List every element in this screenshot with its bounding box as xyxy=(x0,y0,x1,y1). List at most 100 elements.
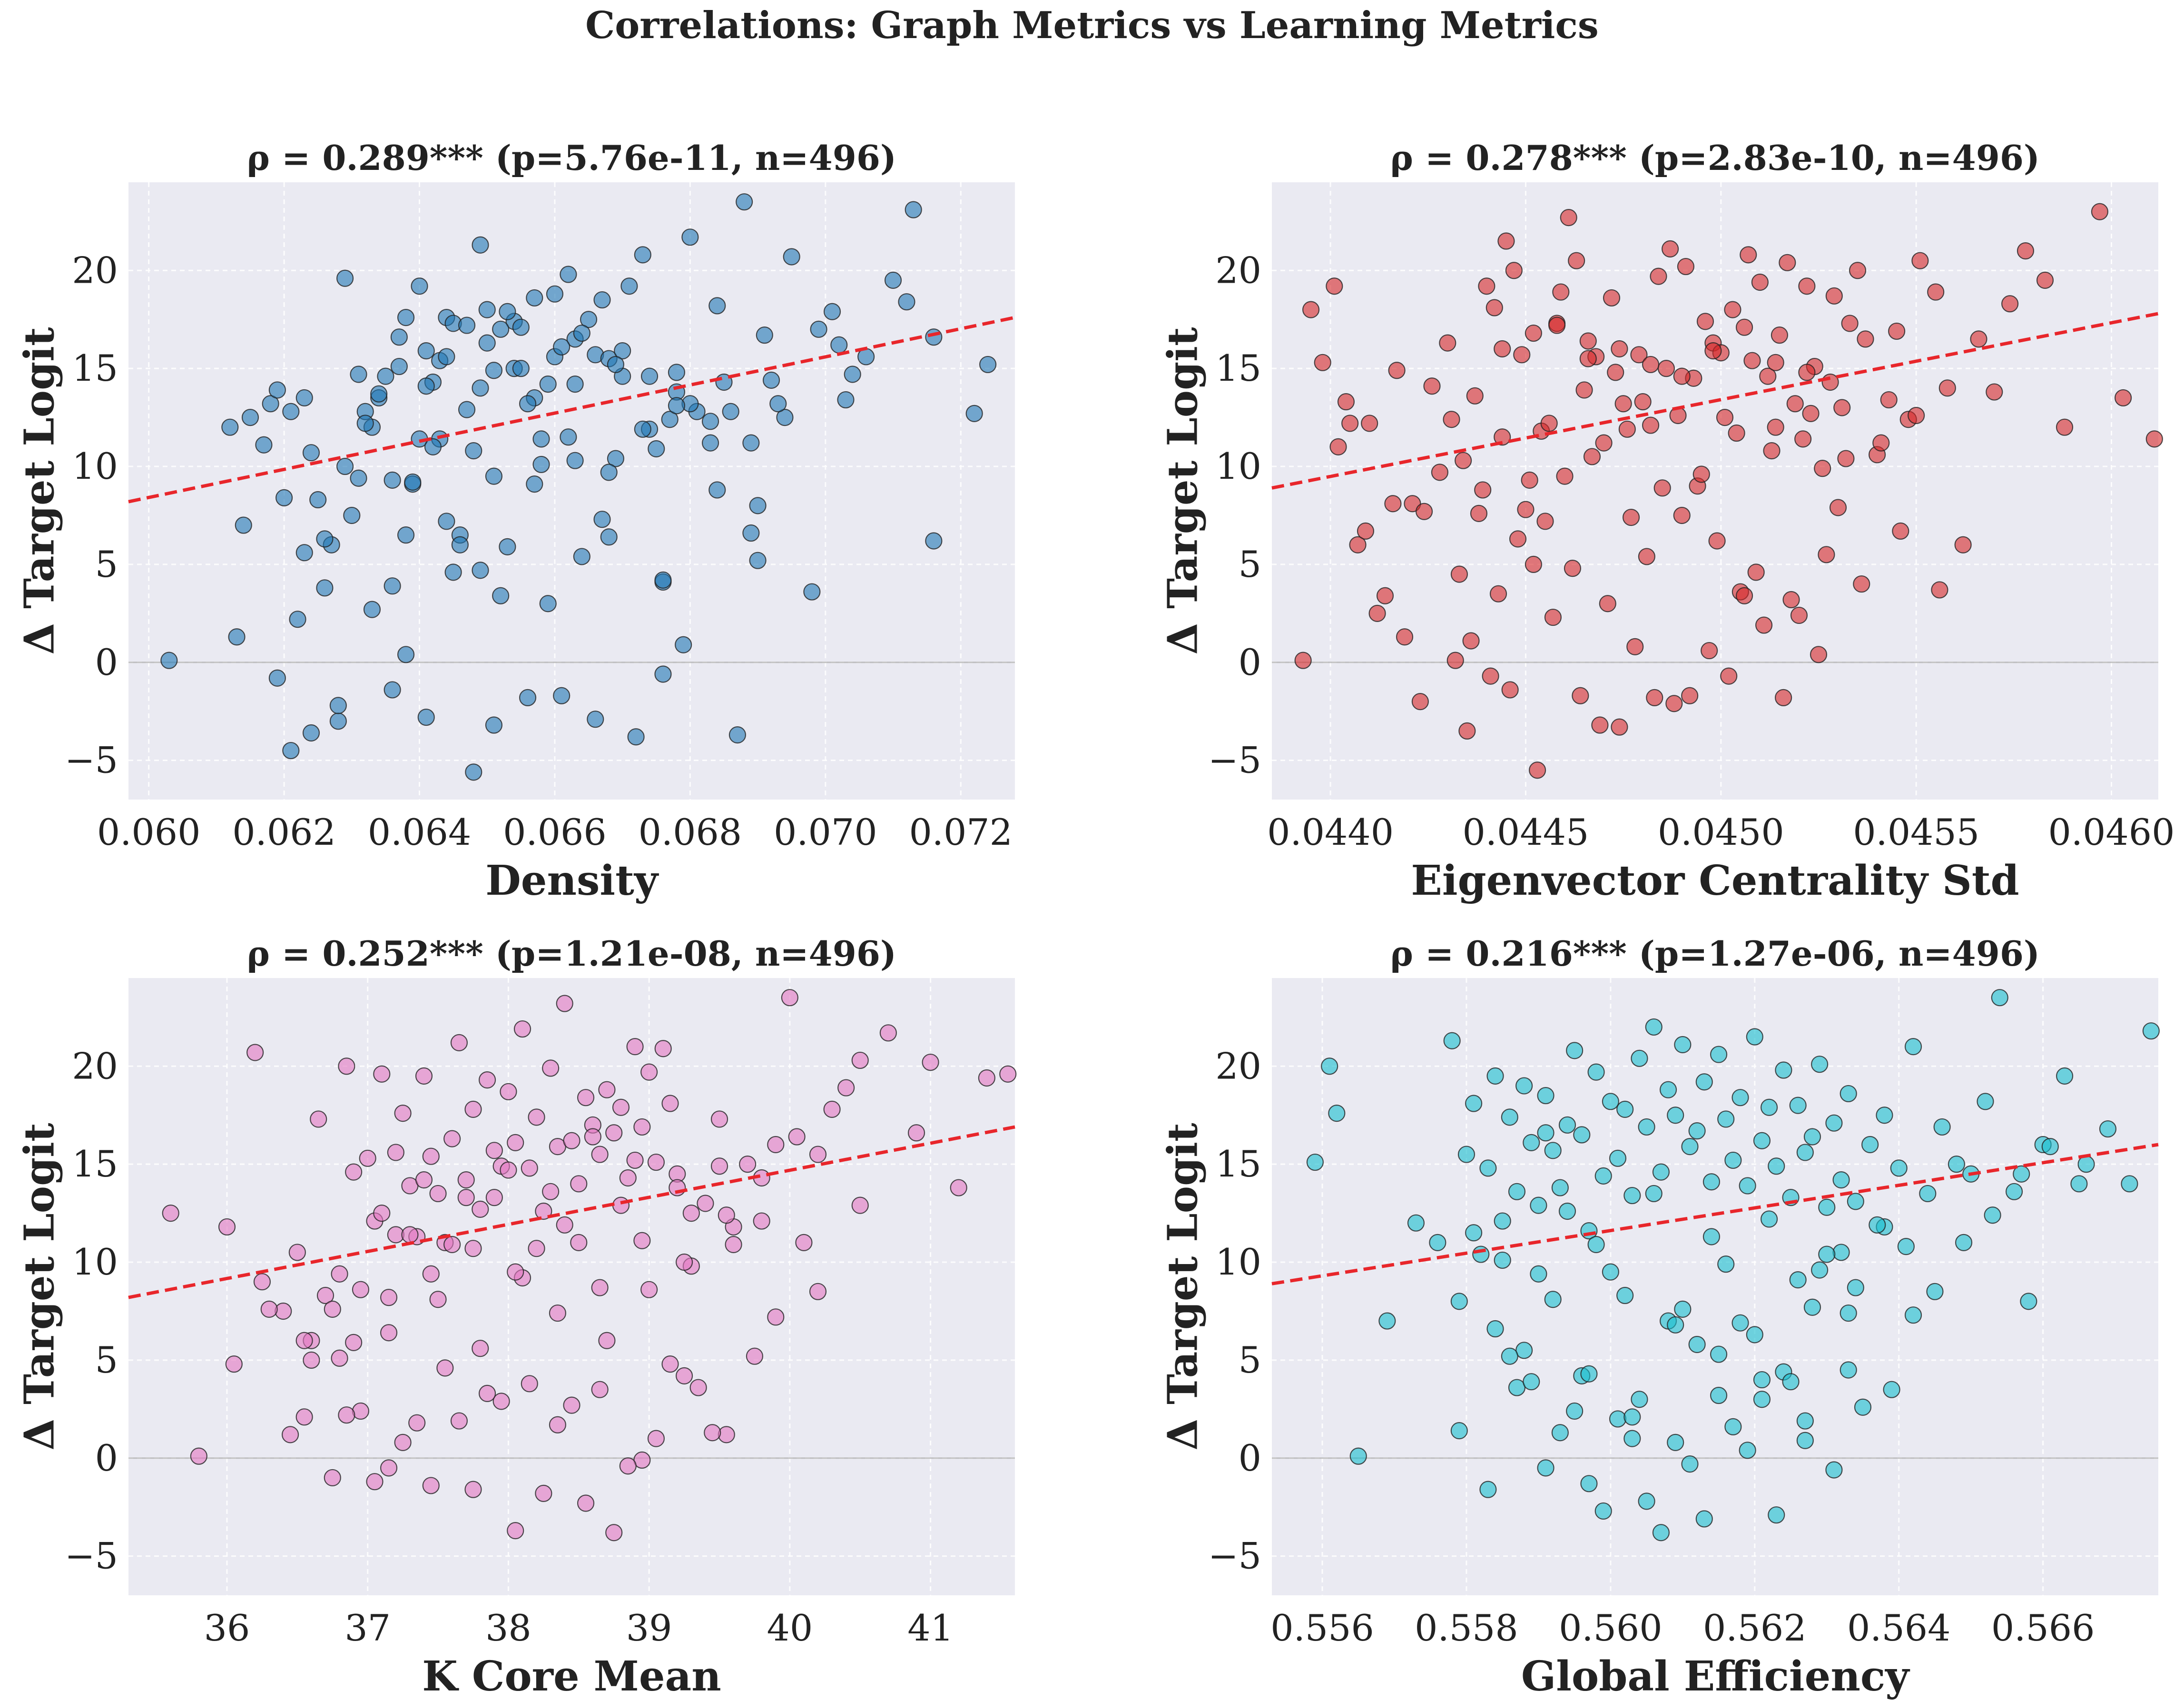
y-tick-label: −5 xyxy=(1208,1535,1261,1577)
data-point xyxy=(478,1384,496,1403)
data-point xyxy=(1494,340,1511,358)
data-point xyxy=(810,320,827,338)
data-point xyxy=(837,1079,855,1097)
data-point xyxy=(352,1281,370,1298)
data-point xyxy=(1478,277,1495,295)
data-point xyxy=(1474,481,1492,499)
data-point xyxy=(363,601,381,618)
data-point xyxy=(310,1110,327,1128)
data-point xyxy=(338,1058,355,1075)
data-point xyxy=(225,1355,243,1373)
data-point xyxy=(160,652,178,669)
data-point xyxy=(485,1142,503,1159)
data-point xyxy=(1509,530,1527,548)
data-point xyxy=(783,248,800,266)
x-tick-label: 0.070 xyxy=(774,811,877,853)
x-tick-label: 0.0445 xyxy=(1462,811,1589,853)
data-point xyxy=(390,328,408,346)
data-point xyxy=(499,538,516,555)
data-point xyxy=(788,1128,806,1146)
data-point xyxy=(647,1153,665,1171)
data-point xyxy=(1829,499,1847,516)
data-point xyxy=(1501,1108,1518,1126)
data-point xyxy=(2056,418,2074,436)
data-point xyxy=(1659,1081,1677,1098)
scatter-panel-3: 36 37 38 39 40 41 −5 0 5 10 15 20 ρ = 0.252*** (p=1.… xyxy=(16,933,1017,1700)
data-point xyxy=(316,579,334,597)
y-tick-label: 10 xyxy=(72,1241,118,1283)
data-point xyxy=(675,1367,693,1384)
data-point xyxy=(1708,532,1726,550)
data-point xyxy=(580,311,598,328)
y-tick-label: 15 xyxy=(1215,347,1261,389)
data-point xyxy=(563,1396,580,1414)
figure-suptitle: Correlations: Graph Metrics vs Learning … xyxy=(585,4,1599,47)
data-point xyxy=(661,1095,679,1112)
data-point xyxy=(246,1044,264,1061)
data-point xyxy=(563,1132,580,1149)
data-point xyxy=(450,1412,468,1430)
data-point xyxy=(338,1406,355,1424)
data-point xyxy=(612,1196,630,1214)
data-point xyxy=(767,1308,785,1326)
data-point xyxy=(728,726,747,744)
data-point xyxy=(1931,581,1948,599)
data-point xyxy=(905,201,922,218)
data-point xyxy=(1558,1116,1576,1134)
y-tick-label: 0 xyxy=(1239,1437,1261,1479)
data-point xyxy=(776,408,794,426)
data-point xyxy=(289,611,306,628)
data-point xyxy=(1583,448,1601,465)
data-point xyxy=(1802,405,1820,422)
data-point xyxy=(532,455,550,474)
data-point xyxy=(1462,632,1480,650)
data-point xyxy=(710,1110,728,1128)
data-point xyxy=(837,391,855,409)
data-point xyxy=(570,1175,588,1193)
x-tick-label: 36 xyxy=(204,1607,250,1649)
data-point xyxy=(577,1089,595,1107)
data-point xyxy=(458,401,476,418)
data-point xyxy=(1622,508,1640,526)
data-point xyxy=(1890,1159,1908,1177)
data-point xyxy=(1594,1167,1612,1185)
data-point xyxy=(1849,262,1867,279)
data-point xyxy=(478,334,496,352)
data-point xyxy=(1566,1042,1584,1059)
data-point xyxy=(268,669,286,687)
data-point xyxy=(464,1240,482,1257)
data-point xyxy=(1341,415,1359,432)
data-point xyxy=(1573,1126,1591,1144)
data-point xyxy=(324,1469,341,1487)
data-point xyxy=(492,320,510,338)
x-tick-label: 0.0455 xyxy=(1853,811,1979,853)
data-point xyxy=(499,303,516,320)
data-point xyxy=(1796,1432,1814,1449)
data-point xyxy=(1349,536,1367,553)
data-point xyxy=(668,397,686,415)
data-point xyxy=(417,708,435,726)
data-point xyxy=(1479,1159,1497,1177)
data-point xyxy=(282,741,300,760)
data-point xyxy=(1876,1107,1893,1124)
data-point xyxy=(512,318,530,336)
data-point xyxy=(1653,479,1671,497)
data-point xyxy=(739,1156,757,1173)
data-point xyxy=(1326,277,1343,295)
data-point xyxy=(2077,1156,2095,1173)
data-point xyxy=(539,375,557,393)
data-point xyxy=(1731,1089,1749,1107)
data-point xyxy=(1623,1430,1641,1447)
data-point xyxy=(218,1218,236,1236)
data-point xyxy=(661,411,679,428)
data-point xyxy=(605,1124,623,1142)
data-point xyxy=(1814,460,1831,477)
data-point xyxy=(925,328,943,346)
data-point xyxy=(528,1240,545,1257)
data-point xyxy=(1431,464,1449,481)
data-point xyxy=(1767,354,1784,371)
data-point xyxy=(1328,1105,1346,1122)
data-point xyxy=(1587,1063,1605,1081)
data-point xyxy=(560,266,577,283)
